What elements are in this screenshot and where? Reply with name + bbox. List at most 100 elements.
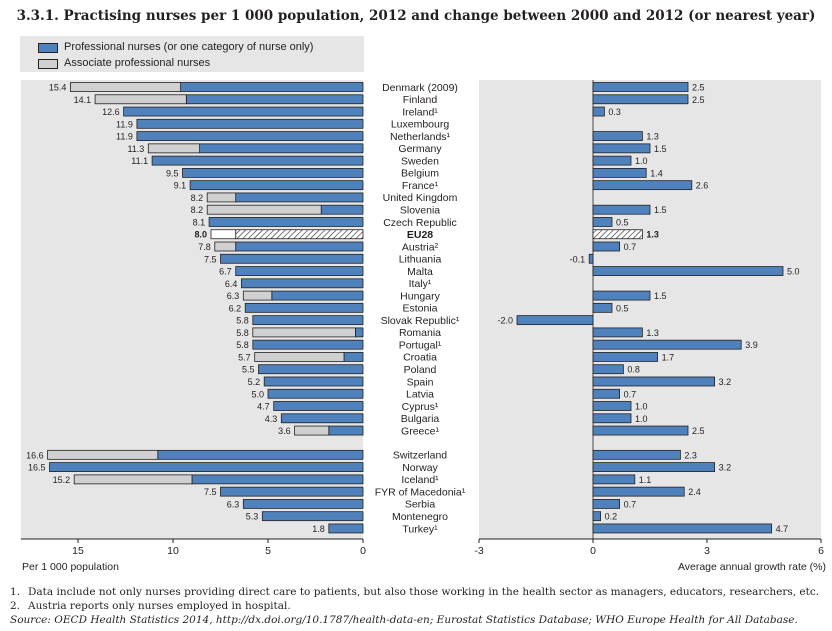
bar-professional xyxy=(136,118,364,129)
country-label: United Kingdom xyxy=(383,192,458,204)
bar-growth-label: 2.4 xyxy=(688,487,701,497)
bar-growth-label: 0.3 xyxy=(608,107,621,117)
bar-associate xyxy=(47,449,159,460)
bar-growth xyxy=(592,82,689,92)
bar-associate xyxy=(254,352,345,362)
bar-total-label: 7.5 xyxy=(204,254,217,264)
country-label: Finland xyxy=(403,94,438,106)
bar-growth xyxy=(592,106,605,117)
bar-growth xyxy=(592,155,632,166)
bar-growth xyxy=(592,204,651,215)
bar-growth xyxy=(592,401,632,411)
bar-total-label: 16.6 xyxy=(26,450,44,460)
bar-growth-label: 1.0 xyxy=(635,156,648,166)
country-label: Ireland¹ xyxy=(402,106,438,118)
bar-growth xyxy=(592,180,693,191)
country-label: France¹ xyxy=(402,180,439,192)
bar-growth-label: 5.0 xyxy=(787,267,800,277)
footnotes: 1. Data include not only nurses providing… xyxy=(10,585,825,627)
bar-professional xyxy=(220,253,364,264)
country-label: Serbia xyxy=(405,499,436,511)
bar-growth xyxy=(516,315,594,326)
bar-professional xyxy=(273,401,364,411)
country-label: Estonia xyxy=(402,303,437,315)
bar-growth xyxy=(592,474,636,485)
country-label: Iceland¹ xyxy=(401,474,439,486)
bar-associate xyxy=(73,474,193,485)
bar-growth xyxy=(592,241,621,252)
bar-total-label: 3.6 xyxy=(278,426,291,436)
bar-growth xyxy=(592,462,715,473)
bar-growth-label: 2.5 xyxy=(692,83,705,93)
bar-growth xyxy=(592,167,647,178)
country-label: Sweden xyxy=(401,155,439,167)
bar-total-label: 11.9 xyxy=(116,119,133,129)
bar-total-label: 9.1 xyxy=(174,181,187,191)
bar-total-label: 6.4 xyxy=(225,279,238,289)
bar-total-label: 4.7 xyxy=(257,402,270,412)
bar-growth-label: 2.5 xyxy=(692,426,705,436)
bar-total-label: 6.2 xyxy=(229,303,242,313)
bar-professional xyxy=(191,474,364,485)
bar-professional xyxy=(320,204,364,215)
bar-growth-label: 3.2 xyxy=(719,377,732,387)
bar-total-label: 1.8 xyxy=(312,524,325,534)
bar-growth-label: 0.8 xyxy=(627,365,640,375)
right-panel: -3 0 3 62.52.50.31.31.51.01.42.61.50.51.30.… xyxy=(474,80,824,557)
legend-label-associate: Associate professional nurses xyxy=(64,57,211,69)
left-panel: 15 10 5 0 15.4 14.1 12.6 11.9 11.9 11.3 11.1 9.5 9.1… xyxy=(21,80,366,557)
country-label: Switzerland xyxy=(393,450,447,462)
bar-growth-label: 1.5 xyxy=(654,205,667,215)
bar-growth xyxy=(592,327,643,338)
bar-total-label: 7.8 xyxy=(198,242,211,252)
bar-professional xyxy=(258,364,364,375)
bar-associate xyxy=(206,204,322,215)
legend-swatch-associate xyxy=(38,59,58,69)
bar-growth xyxy=(588,253,594,264)
bar-professional xyxy=(235,266,364,276)
country-label: Malta xyxy=(407,266,433,278)
country-label: Romania xyxy=(399,327,441,339)
country-label: Poland xyxy=(404,364,437,376)
country-label: Cyprus¹ xyxy=(402,401,439,413)
bar-professional xyxy=(240,278,364,289)
country-label: Portugal¹ xyxy=(399,339,442,351)
bar-growth xyxy=(592,388,621,399)
bar-growth-label: 1.4 xyxy=(650,168,663,178)
bar-professional xyxy=(157,449,364,460)
bar-professional xyxy=(235,241,364,252)
bar-professional xyxy=(180,82,364,92)
bar-total-label: 7.5 xyxy=(204,487,217,497)
country-label: Slovak Republic¹ xyxy=(381,315,460,327)
bar-total-label: 8.2 xyxy=(191,205,204,215)
country-label: Denmark (2009) xyxy=(382,82,458,94)
bar-professional xyxy=(185,94,364,105)
bar-growth-label: 3.9 xyxy=(745,340,758,350)
bar-growth-label: 1.3 xyxy=(646,230,659,240)
footnote-1: 1. Data include not only nurses providing… xyxy=(10,586,820,598)
bar-associate xyxy=(70,82,181,92)
bar-total-label: 9.5 xyxy=(166,168,179,178)
bar-professional xyxy=(252,339,364,350)
right-x-axis-label: Average annual growth rate (%) xyxy=(678,561,826,573)
bar-total-label: 11.9 xyxy=(116,132,133,142)
country-label: Turkey¹ xyxy=(402,523,438,535)
country-label: Hungary xyxy=(400,290,440,302)
country-label: Slovenia xyxy=(400,205,440,217)
bar-growth xyxy=(592,499,621,509)
legend: Professional nurses (or one category of … xyxy=(20,36,364,72)
bar-associate xyxy=(294,425,330,436)
bar-growth-label: 1.7 xyxy=(662,352,675,362)
bar-professional xyxy=(261,511,364,522)
right-x-tick-label: -3 xyxy=(474,545,483,557)
country-label: Lithuania xyxy=(399,254,442,266)
bar-professional xyxy=(252,315,364,326)
bar-associate xyxy=(252,327,356,338)
bar-growth-label: 0.2 xyxy=(605,512,618,522)
bar-growth xyxy=(592,290,651,301)
bar-professional xyxy=(328,523,364,534)
bar-growth xyxy=(592,266,784,276)
bar-growth xyxy=(592,352,658,362)
bar-growth-label: 1.5 xyxy=(654,144,667,154)
country-labels: Denmark (2009)FinlandIreland¹LuxembourgN… xyxy=(375,82,466,535)
